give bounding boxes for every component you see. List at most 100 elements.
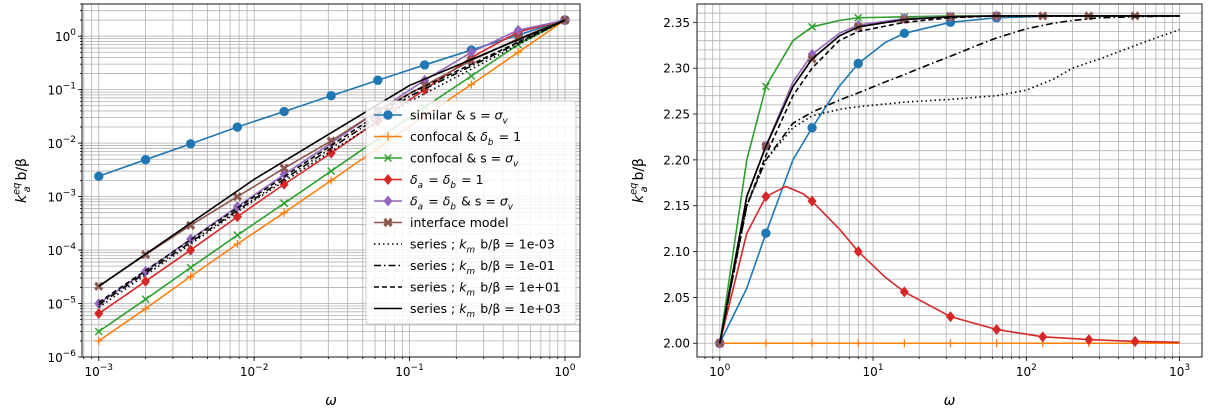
data-point	[420, 80, 430, 91]
data-point	[761, 228, 771, 238]
data-point	[232, 211, 242, 223]
data-point	[514, 48, 523, 57]
data-point	[280, 199, 289, 208]
y-axis-label: keqa b/β	[629, 158, 651, 203]
svg-text:series ; km b/β = 1e+01: series ; km b/β = 1e+01	[410, 280, 561, 299]
series-line	[719, 185, 1180, 344]
data-point	[807, 195, 817, 207]
data-point	[946, 339, 955, 348]
legend-entry: δa = δb & s = σv	[374, 194, 514, 212]
data-point	[945, 311, 955, 323]
legend-marker	[384, 154, 392, 162]
legend-entry: confocal & δb = 1	[374, 129, 521, 148]
data-point	[1130, 335, 1140, 347]
data-point	[94, 336, 103, 345]
data-point	[141, 304, 150, 313]
ticks	[78, 3, 566, 361]
x-axis-label: ω	[325, 393, 337, 409]
data-point	[761, 339, 770, 348]
data-point	[761, 82, 770, 91]
y-tick-label: 2.00	[663, 337, 690, 351]
data-point	[899, 286, 909, 298]
data-point	[854, 13, 863, 22]
svg-text:interface model: interface model	[410, 215, 509, 230]
series-line	[98, 19, 566, 287]
chart-1: 10−3 10−2 10−1 100 10−6 10−5 10−4 10−3 10−2 10−1 1…	[12, 3, 581, 409]
series-line	[719, 28, 1180, 344]
svg-text:similar & s = σv: similar & s = σv	[410, 108, 509, 127]
series-line	[719, 15, 1180, 344]
data-point	[992, 339, 1001, 348]
data-point	[853, 246, 863, 258]
x-tick-label: 10−3	[84, 363, 113, 379]
x-tick-label: 102	[1016, 363, 1037, 379]
legend-box	[365, 100, 577, 325]
data-point	[279, 106, 289, 117]
data-point	[326, 91, 336, 101]
data-point	[186, 244, 196, 256]
x-tick-label: 10−2	[240, 363, 269, 379]
series-line	[98, 19, 566, 304]
data-point	[141, 275, 151, 287]
legend-entry: δa = δb = 1	[374, 172, 484, 191]
svg-text:δa = δb = 1: δa = δb = 1	[410, 172, 484, 191]
series-line	[719, 15, 1180, 344]
svg-text:keqa b/β: keqa b/β	[629, 158, 651, 203]
data-point	[808, 22, 817, 31]
legend-entry: interface model	[374, 215, 509, 230]
x-tick-label: 101	[863, 363, 884, 379]
series-line	[719, 15, 1180, 344]
series-line	[719, 15, 1180, 344]
data-point	[466, 46, 476, 58]
series-9	[98, 19, 566, 304]
data-point	[560, 15, 570, 25]
data-point	[992, 323, 1002, 335]
legend-marker	[383, 110, 393, 120]
data-point	[185, 139, 196, 149]
data-point	[94, 308, 104, 320]
data-point	[513, 34, 523, 44]
series-line	[719, 15, 1180, 344]
data-point	[807, 123, 817, 133]
legend: similar & s = σv confocal & δb = 1 confoc…	[365, 100, 577, 325]
y-tick-label: 2.05	[663, 291, 690, 305]
series-8	[98, 19, 566, 306]
legend-entry: similar & s = σv	[374, 108, 509, 127]
y-tick-label: 2.30	[663, 62, 690, 76]
data-point	[854, 339, 863, 348]
data-point	[141, 295, 150, 304]
legend-entry: series ; km b/β = 1e-03	[374, 237, 555, 256]
y-tick-label: 10−3	[47, 189, 76, 205]
data-point	[326, 136, 336, 146]
data-point	[327, 167, 336, 176]
series-4	[715, 185, 1180, 349]
data-point	[94, 171, 104, 181]
data-point	[1038, 331, 1048, 343]
y-tick-label: 10−1	[47, 82, 76, 98]
legend-entry: confocal & s = σv	[374, 151, 519, 169]
data-point	[186, 233, 196, 245]
data-point	[373, 75, 383, 85]
data-point	[94, 281, 104, 291]
data-point	[761, 191, 771, 203]
y-tick-label: 2.15	[663, 199, 690, 213]
data-point	[233, 239, 242, 248]
data-point	[513, 24, 523, 36]
y-tick-label: 2.35	[663, 16, 690, 30]
data-point	[232, 122, 243, 132]
y-tick-label: 2.25	[663, 108, 690, 122]
data-point	[467, 72, 476, 81]
legend-entry: series ; km b/β = 1e-01	[374, 258, 555, 277]
data-point	[327, 176, 336, 185]
svg-text:series ; km b/β = 1e-01: series ; km b/β = 1e-01	[410, 258, 555, 277]
series-line	[719, 15, 1180, 344]
legend-marker	[384, 132, 392, 141]
legend-entry: series ; km b/β = 1e+03	[374, 301, 561, 320]
legend-marker	[383, 174, 393, 185]
svg-text:series ; km b/β = 1e-03: series ; km b/β = 1e-03	[410, 237, 555, 256]
data-point	[1084, 334, 1094, 346]
series-7	[719, 28, 1180, 344]
ticks	[693, 21, 1181, 361]
data-point	[900, 339, 909, 348]
